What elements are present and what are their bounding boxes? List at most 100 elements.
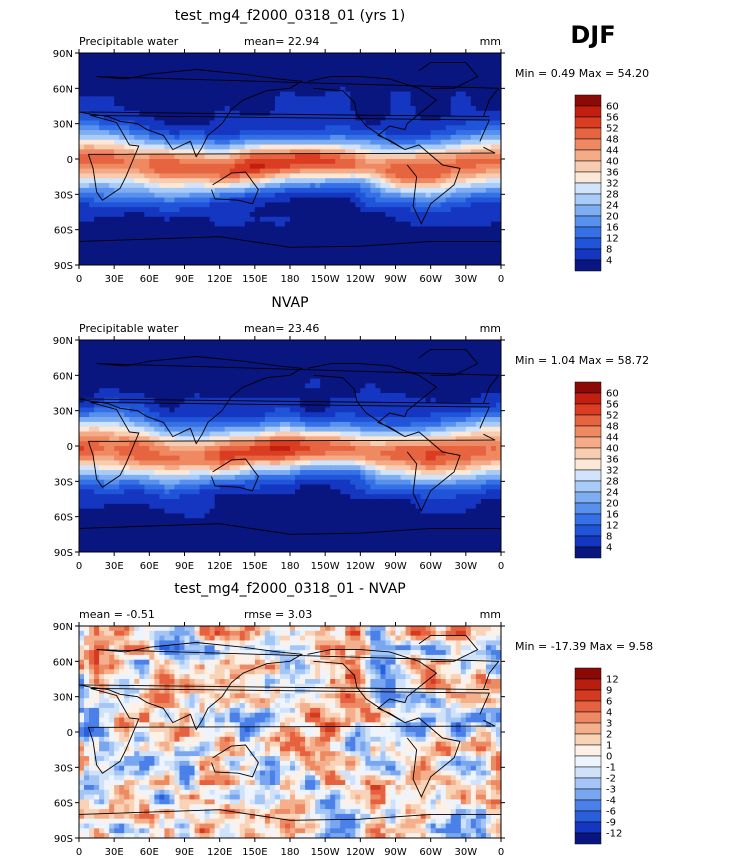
lon-label: 150W (311, 847, 340, 858)
panel-units: mm (480, 608, 501, 621)
colorbar-label: 48 (606, 422, 619, 433)
colorbar-label: -12 (606, 829, 622, 840)
lon-label: 90E (175, 847, 194, 858)
lon-label: 120W (346, 847, 375, 858)
lat-label: 30N (53, 120, 73, 131)
colorbar-cell (574, 392, 602, 405)
colorbar-cell (574, 237, 602, 250)
panel-title: NVAP (271, 295, 308, 311)
colorbar-cell (574, 832, 602, 845)
coastline-2 (307, 76, 438, 150)
colorbar-label: 24 (606, 201, 619, 212)
panel-center-label: mean= 22.94 (244, 35, 319, 48)
colorbar-cell (574, 546, 602, 559)
colorbar-label: -9 (606, 818, 616, 829)
lat-label: 0 (67, 728, 73, 739)
lon-label: 0 (498, 561, 504, 572)
map-field (79, 626, 501, 838)
lat-label: 30N (53, 693, 73, 704)
colorbar-cell (574, 436, 602, 449)
colorbar-label: 20 (606, 212, 619, 223)
colorbar-label: -2 (606, 774, 616, 785)
colorbar-cell (574, 469, 602, 482)
colorbar-cell (574, 138, 602, 151)
lon-label: 60E (140, 274, 159, 285)
lat-label: 90S (54, 548, 73, 559)
coastline-3 (404, 144, 461, 225)
colorbar-label: 40 (606, 157, 619, 168)
colorbar-label: 9 (606, 686, 612, 697)
lat-label: 60S (54, 226, 73, 237)
lat-label: 90N (53, 336, 73, 347)
colorbar-label: -6 (606, 807, 616, 818)
coastline-5 (418, 61, 479, 89)
coastline-1 (87, 401, 496, 488)
panel-stats: Min = 1.04 Max = 58.72 (515, 354, 649, 367)
lat-label: 60S (54, 513, 73, 524)
coastline-5 (418, 634, 479, 662)
colorbar-label: 56 (606, 400, 619, 411)
panel-units: mm (480, 322, 501, 335)
lon-label: 150W (311, 274, 340, 285)
lon-label: 90W (384, 274, 407, 285)
colorbar-cell (574, 700, 602, 713)
coastline-6 (79, 236, 501, 248)
colorbar-cell (574, 667, 602, 680)
colorbar-label: 12 (606, 521, 619, 532)
colorbar-label: -1 (606, 763, 616, 774)
colorbar-cell (574, 788, 602, 801)
coastline-2 (307, 363, 438, 437)
colorbar-cell (574, 425, 602, 438)
colorbar-label: 28 (606, 190, 619, 201)
panel-left-label: Precipitable water (79, 35, 179, 48)
colorbar-cell (574, 259, 602, 272)
colorbar-cell (574, 381, 602, 394)
colorbar-label: 36 (606, 455, 619, 466)
colorbar-cell (574, 105, 602, 118)
lat-label: 30N (53, 407, 73, 418)
colorbar-cell (574, 744, 602, 757)
colorbar-label: -4 (606, 796, 616, 807)
lon-label: 150E (242, 274, 267, 285)
colorbar-label: 40 (606, 444, 619, 455)
lon-label: 60E (140, 847, 159, 858)
lon-label: 90E (175, 274, 194, 285)
colorbar-cell (574, 711, 602, 724)
colorbar-label: 32 (606, 179, 619, 190)
lat-label: 60S (54, 799, 73, 810)
lon-label: 150E (242, 561, 267, 572)
lat-label: 60N (53, 371, 73, 382)
colorbar-cell (574, 535, 602, 548)
colorbar-cell (574, 94, 602, 107)
colorbar-cell (574, 458, 602, 471)
colorbar-label: 52 (606, 124, 619, 135)
colorbar-label: 12 (606, 234, 619, 245)
lon-label: 0 (498, 274, 504, 285)
lon-label: 150E (242, 847, 267, 858)
coastline-1 (87, 687, 496, 774)
colorbar-label: 48 (606, 135, 619, 146)
colorbar-label: 60 (606, 102, 619, 113)
colorbar-cell (574, 777, 602, 790)
colorbar-label: 32 (606, 466, 619, 477)
lat-label: 90S (54, 834, 73, 845)
colorbar-label: 0 (606, 752, 612, 763)
colorbar-cell (574, 722, 602, 735)
colorbar-cell (574, 502, 602, 515)
lat-label: 30S (54, 190, 73, 201)
colorbar-cell (574, 116, 602, 129)
colorbar-label: 60 (606, 389, 619, 400)
colorbar-cell (574, 733, 602, 746)
colorbar-cell (574, 821, 602, 834)
colorbar-cell (574, 226, 602, 239)
lon-label: 180 (280, 847, 299, 858)
colorbar-label: 16 (606, 510, 619, 521)
colorbar-label: 8 (606, 245, 612, 256)
colorbar-cell (574, 513, 602, 526)
panel-3: test_mg4_f2000_0318_01 - NVAP mean = -0.5… (53, 581, 653, 858)
panel-left-label: mean = -0.51 (79, 608, 155, 621)
colorbar-cell (574, 480, 602, 493)
coastline-2 (307, 649, 438, 723)
lat-label: 30S (54, 477, 73, 488)
